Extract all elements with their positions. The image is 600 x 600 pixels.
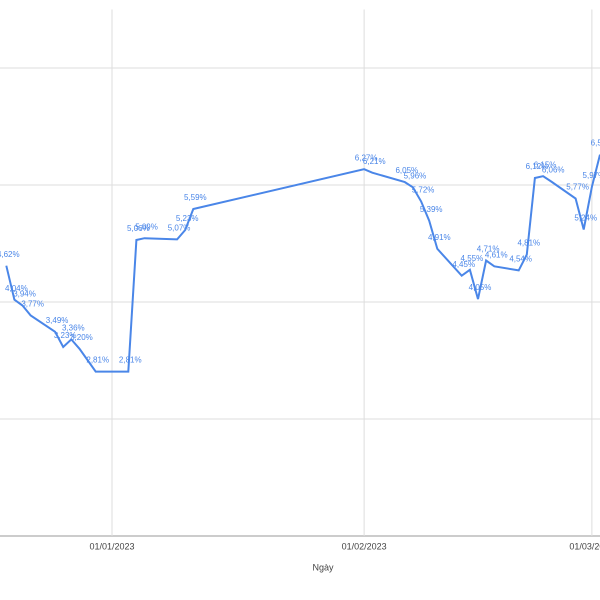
data-label: 4,81%: [517, 239, 540, 248]
x-tick-label: 01/01/2023: [89, 541, 134, 551]
data-label: 6,15%: [534, 160, 557, 169]
data-label: 3,77%: [21, 300, 44, 309]
data-label: 4,91%: [428, 233, 451, 242]
x-tick-label: 01/03/2023: [569, 541, 600, 551]
data-label: 2,81%: [86, 356, 109, 365]
data-label: 4,05%: [469, 283, 492, 292]
data-label: 5,97%: [583, 171, 600, 180]
data-label: 4,45%: [452, 260, 475, 269]
data-label: 5,07%: [168, 224, 191, 233]
data-label: 3,23%: [54, 331, 77, 340]
data-label: 5,59%: [184, 193, 207, 202]
data-label: 4,71%: [477, 245, 500, 254]
data-label: 6,27%: [355, 153, 378, 162]
x-tick-label: 01/02/2023: [342, 541, 387, 551]
data-label: 3,36%: [62, 324, 85, 333]
data-label: 3,94%: [13, 290, 36, 299]
data-line: [5, 154, 600, 373]
data-label: 6,12%: [526, 162, 549, 171]
data-label: 6,06%: [542, 166, 565, 175]
data-label: 6,52%: [591, 139, 600, 148]
data-label: 5,06%: [127, 224, 150, 233]
data-label: 2,81%: [119, 356, 142, 365]
data-label: 5,72%: [412, 185, 435, 194]
data-label: 3,49%: [46, 316, 69, 325]
data-label: 4,55%: [461, 254, 484, 263]
data-label: 5,23%: [176, 214, 199, 223]
data-label: 4,62%: [0, 250, 20, 259]
data-label: 3,20%: [70, 333, 93, 342]
data-label: 4,04%: [5, 284, 28, 293]
data-label: 6,21%: [363, 157, 386, 166]
data-label: 4,61%: [485, 250, 508, 259]
data-label: 5,39%: [420, 205, 443, 214]
data-label: 5,09%: [135, 222, 158, 231]
data-label: 6,05%: [395, 166, 418, 175]
data-label: 5,77%: [566, 183, 589, 192]
data-label: 4,54%: [509, 255, 532, 264]
data-label: 5,96%: [404, 171, 427, 180]
x-axis-title: Ngày: [312, 562, 334, 572]
data-label: 5,24%: [574, 214, 597, 223]
